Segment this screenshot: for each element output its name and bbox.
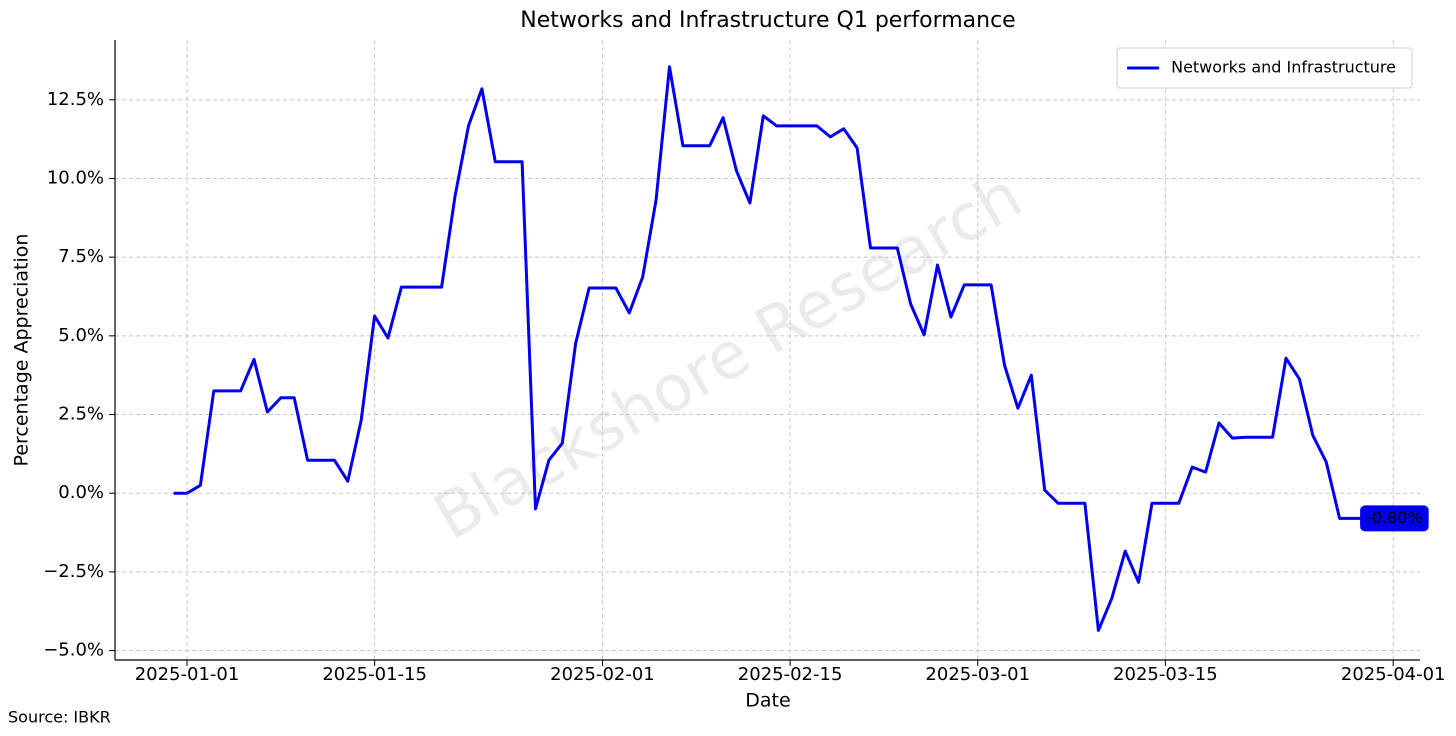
watermark: Blackshore Research bbox=[422, 159, 1034, 555]
x-tick-label: 2025-03-15 bbox=[1113, 664, 1218, 685]
end-label-text: -0.80% bbox=[1366, 508, 1423, 527]
y-tick-label: 10.0% bbox=[47, 167, 104, 188]
x-tick-label: 2025-01-01 bbox=[135, 664, 240, 685]
x-axis-label: Date bbox=[745, 690, 790, 712]
x-tick-label: 2025-01-15 bbox=[322, 664, 427, 685]
legend: Networks and Infrastructure bbox=[1116, 47, 1413, 89]
x-tick-label: 2025-04-01 bbox=[1341, 664, 1446, 685]
y-tick-label: 7.5% bbox=[58, 246, 104, 267]
y-tick-label: −2.5% bbox=[43, 561, 104, 582]
x-tick-label: 2025-02-15 bbox=[738, 664, 843, 685]
data-line bbox=[173, 65, 1367, 632]
source-note: Source: IBKR bbox=[8, 708, 111, 727]
y-tick-label: −5.0% bbox=[43, 640, 104, 661]
end-label-box bbox=[1360, 505, 1429, 532]
x-tick-label: 2025-03-01 bbox=[925, 664, 1030, 685]
legend-box bbox=[1116, 47, 1413, 89]
y-tick-label: 5.0% bbox=[58, 325, 104, 346]
x-tick-label: 2025-02-01 bbox=[550, 664, 655, 685]
y-tick-label: 0.0% bbox=[58, 482, 104, 503]
chart-title: Networks and Infrastructure Q1 performan… bbox=[520, 8, 1015, 33]
end-label: -0.80% bbox=[1360, 505, 1429, 532]
y-tick-label: 2.5% bbox=[58, 404, 104, 425]
legend-label: Networks and Infrastructure bbox=[1171, 58, 1396, 77]
y-axis-label: Percentage Appreciation bbox=[11, 234, 33, 467]
y-tick-label: 12.5% bbox=[47, 89, 104, 110]
